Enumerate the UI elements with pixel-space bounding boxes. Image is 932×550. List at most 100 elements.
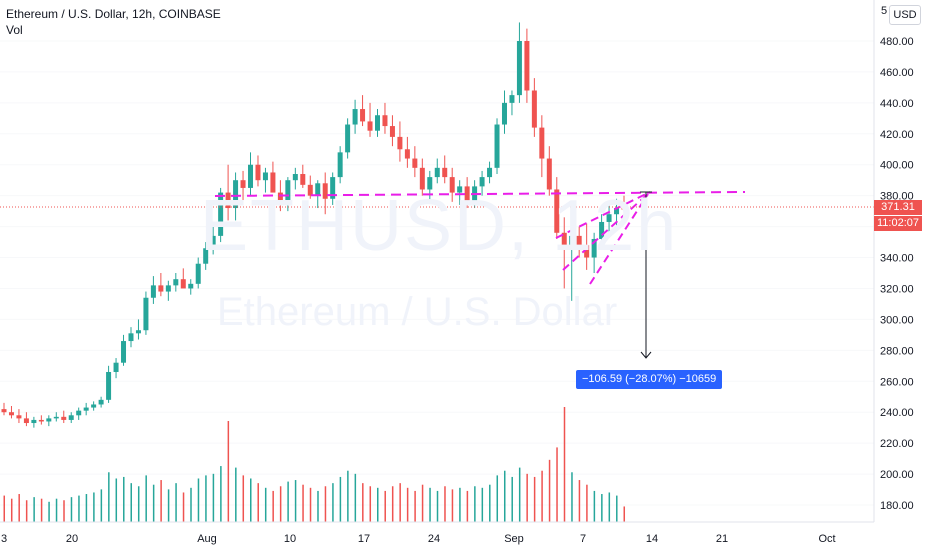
price-axis-label: 340.00 [880,253,914,265]
volume-bar [324,486,327,522]
volume-bar [309,487,312,522]
candle-body [479,177,485,187]
candle-body [150,285,156,298]
price-axis-label: 460.00 [880,67,914,79]
candle-body [576,235,582,246]
candle-body [606,214,612,222]
measure-arrowhead [640,351,652,359]
candle-body [61,416,67,420]
volume-bar [197,478,200,522]
volume-bar [466,490,469,522]
last-price-tag: 371.31 [874,200,922,215]
price-axis-label-partial: 5 [881,5,887,17]
volume-bar [481,487,484,522]
volume-bar [369,486,372,522]
candle-body [83,407,89,411]
candle-body [262,172,268,181]
candle-body [360,109,366,122]
time-axis-label: 24 [428,533,440,545]
candle-body [285,180,291,204]
candle-body [225,192,231,209]
candle-body [599,221,605,239]
price-axis: 480.00460.00440.00420.00400.00380.00360.… [880,5,914,512]
candle-body [397,136,403,150]
volume-bar [287,481,289,522]
candlestick-series [1,22,627,428]
candle-body [457,186,463,193]
volume-histogram [3,407,626,522]
candle-body [584,245,590,258]
candle-body [307,184,313,196]
candle-body [16,415,22,419]
symbol-title[interactable]: Ethereum / U.S. Dollar, 12h, COINBASE [6,7,221,21]
candle-body [382,115,388,127]
volume-bar [294,480,297,522]
volume-bar [279,486,282,522]
volume-bar [18,494,20,522]
volume-bar [190,487,192,522]
volume-bar [339,476,342,522]
volume-bar [399,483,401,522]
time-axis: 3 20 Aug 10 17 24 Sep 7 14 21 Oct [1,533,836,545]
candle-body [1,409,7,413]
volume-bar [33,497,35,522]
candle-body [531,90,537,128]
volume-bar [175,483,177,522]
volume-bar [264,487,267,522]
volume-bar [70,497,73,522]
volume-bar [63,500,65,522]
time-axis-label: 14 [646,533,658,545]
volume-bar [152,484,155,522]
volume-bar [250,478,252,522]
candle-body [98,399,104,405]
time-axis-label: 17 [358,533,370,545]
candle-body [277,192,283,204]
volume-bar [623,506,626,522]
time-axis-label: 3 [1,533,7,545]
volume-bar [48,501,50,522]
price-axis-label: 300.00 [880,314,914,326]
volume-bar [123,476,125,522]
volume-bar [227,420,230,522]
volume-bar [130,483,132,522]
candle-body [106,371,112,400]
candle-body [352,109,358,125]
candle-body [210,235,216,249]
time-axis-label: 7 [580,533,586,545]
volume-bar [85,494,88,522]
currency-button[interactable]: USD [889,5,921,25]
candle-body [233,180,239,209]
volume-bar [302,484,304,522]
candle-body [546,158,552,190]
volume-bar [212,473,215,522]
volume-bar [533,476,536,522]
volume-bar [571,472,573,522]
candle-body [569,235,575,249]
candle-body [23,418,29,424]
volume-bar [115,478,118,522]
volume-bar [601,494,603,522]
volume-bar [391,486,394,522]
candle-body [46,418,52,422]
volume-bar [474,486,476,522]
candle-body [345,124,351,153]
price-axis-label: 400.00 [880,160,914,172]
volume-bar [272,490,274,522]
volume-bar [347,470,349,522]
candle-body [375,115,380,131]
candle-body [31,419,37,424]
candle-body [218,192,224,236]
candle-body [322,183,328,199]
volume-indicator-label[interactable]: Vol [6,23,23,37]
volume-bar [556,447,558,522]
volume-bar [25,500,28,522]
volume-bar [414,490,416,522]
candle-body [591,238,597,258]
candle-body [8,412,14,416]
measure-label[interactable]: −106.59 (−28.07%) −10659 [576,370,723,389]
candle-body [494,124,500,168]
price-axis-label: 280.00 [880,345,914,357]
volume-bar [608,492,611,522]
candle-body [412,158,418,168]
